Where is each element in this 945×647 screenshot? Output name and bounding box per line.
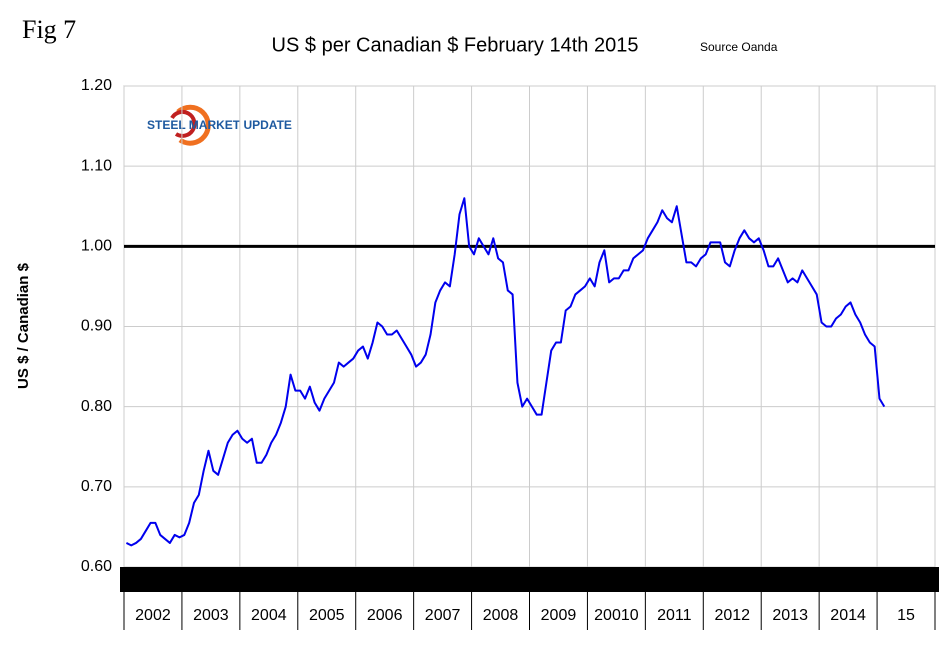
x-tick-label: 2004 [251, 607, 287, 624]
axis-band [120, 567, 939, 592]
x-tick-label: 2008 [483, 607, 519, 624]
y-tick-label: 1.20 [81, 77, 112, 94]
y-tick-label: 0.90 [81, 318, 112, 335]
x-tick-label: 2013 [772, 607, 808, 624]
logo-swoosh [170, 109, 197, 138]
x-tick-label: 2009 [541, 607, 577, 624]
x-tick-label: 2011 [657, 607, 692, 624]
fig-label: Fig 7 [22, 15, 76, 44]
y-tick-label: 0.80 [81, 398, 112, 415]
chart-title: US $ per Canadian $ February 14th 2015 [272, 34, 639, 56]
x-tick-label: 2014 [830, 607, 866, 624]
data-line [125, 197, 886, 547]
x-tick-label: 2005 [309, 607, 345, 624]
y-tick-label: 0.70 [81, 478, 112, 495]
y-axis-label: US $ / Canadian $ [15, 262, 32, 389]
x-tick-label: 20010 [594, 607, 639, 624]
x-tick-label: 2006 [367, 607, 403, 624]
logo-text: STEEL MARKET UPDATE [147, 118, 292, 132]
x-tick-label: 2007 [425, 607, 461, 624]
x-tick-label: 2002 [135, 607, 171, 624]
logo-swoosh [176, 104, 211, 146]
x-tick-label: 2003 [193, 607, 229, 624]
x-tick-label: 15 [897, 607, 915, 624]
y-tick-label: 1.10 [81, 157, 112, 174]
y-tick-label: 1.00 [81, 238, 112, 255]
chart-subtitle: Source Oanda [700, 40, 778, 54]
logo: STEEL MARKET UPDATE [147, 104, 292, 146]
x-tick-label: 2012 [714, 607, 750, 624]
y-tick-label: 0.60 [81, 558, 112, 575]
